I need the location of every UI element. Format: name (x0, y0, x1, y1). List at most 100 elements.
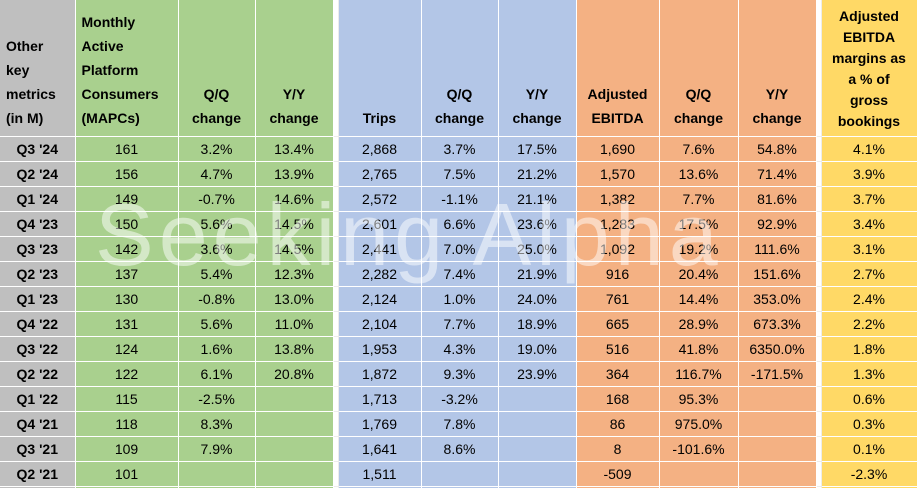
cell-mapcs: 142 (75, 236, 179, 262)
spacer-cell (333, 211, 339, 237)
cell-mapcs_qq: 6.1% (178, 361, 256, 387)
cell-trips: 2,124 (338, 286, 422, 312)
cell-ebitda_yy: 71.4% (738, 161, 817, 187)
cell-quarter: Q3 '24 (0, 136, 76, 162)
cell-quarter: Q2 '23 (0, 261, 76, 287)
cell-mapcs_yy: 13.8% (255, 336, 334, 362)
spacer-cell (333, 161, 339, 187)
cell-ebitda: 168 (576, 386, 660, 412)
cell-mapcs_yy: 14.6% (255, 186, 334, 212)
cell-margin: 4.1% (821, 136, 917, 162)
spacer-cell (816, 211, 822, 237)
cell-ebitda_yy: 92.9% (738, 211, 817, 237)
table-row: Q2 '23 137 5.4% 12.3% 2,282 7.4% 21.9% 916 20.4%… (0, 261, 917, 287)
cell-mapcs: 150 (75, 211, 179, 237)
cell-trips: 1,953 (338, 336, 422, 362)
cell-trips_yy (498, 436, 577, 462)
partial-cell (498, 486, 577, 488)
cell-trips: 2,601 (338, 211, 422, 237)
cell-mapcs: 130 (75, 286, 179, 312)
cell-mapcs: 124 (75, 336, 179, 362)
cell-trips_yy (498, 461, 577, 487)
cell-mapcs: 122 (75, 361, 179, 387)
table-row: Q4 '23 150 5.6% 14.5% 2,601 6.6% 23.6% 1,283 17.… (0, 211, 917, 237)
cell-quarter: Q1 '24 (0, 186, 76, 212)
cell-trips_qq: 7.7% (421, 311, 499, 337)
cell-trips_yy: 21.2% (498, 161, 577, 187)
cell-mapcs: 156 (75, 161, 179, 187)
cell-quarter: Q2 '24 (0, 161, 76, 187)
cell-ebitda_qq: 7.6% (659, 136, 739, 162)
spacer-cell (816, 361, 822, 387)
cell-margin: 3.9% (821, 161, 917, 187)
cell-ebitda_yy: 81.6% (738, 186, 817, 212)
cell-ebitda: 665 (576, 311, 660, 337)
partial-bottom-row (0, 486, 917, 488)
partial-cell (178, 486, 256, 488)
table-row: Q1 '24 149 -0.7% 14.6% 2,572 -1.1% 21.1% 1,382 7… (0, 186, 917, 212)
header-ebitda-yy-change: Y/Y change (738, 0, 817, 137)
cell-mapcs_yy: 14.5% (255, 211, 334, 237)
cell-margin: 2.7% (821, 261, 917, 287)
cell-ebitda_qq: 116.7% (659, 361, 739, 387)
cell-ebitda_yy: 151.6% (738, 261, 817, 287)
cell-mapcs: 131 (75, 311, 179, 337)
cell-mapcs_qq: 8.3% (178, 411, 256, 437)
cell-ebitda_qq: 28.9% (659, 311, 739, 337)
header-ebitda-margin: Adjusted EBITDA margins as a % of gross … (821, 0, 917, 137)
partial-cell (75, 486, 179, 488)
cell-trips_yy: 21.1% (498, 186, 577, 212)
table-row: Q2 '21 101 1,511 -509 -2.3% (0, 461, 917, 487)
spacer-column (816, 0, 822, 137)
cell-trips_qq (421, 461, 499, 487)
header-trips-qq-change: Q/Q change (421, 0, 499, 137)
cell-trips_yy: 23.9% (498, 361, 577, 387)
cell-mapcs_yy (255, 461, 334, 487)
header-trips: Trips (338, 0, 422, 137)
cell-ebitda_yy (738, 411, 817, 437)
partial-cell (0, 486, 76, 488)
cell-mapcs: 149 (75, 186, 179, 212)
cell-margin: 0.1% (821, 436, 917, 462)
spacer-cell (333, 486, 339, 488)
cell-trips: 1,641 (338, 436, 422, 462)
cell-trips_qq: -1.1% (421, 186, 499, 212)
cell-trips_qq: 7.8% (421, 411, 499, 437)
header-other-key-metrics: Other key metrics (in M) (0, 0, 76, 137)
cell-quarter: Q3 '22 (0, 336, 76, 362)
cell-ebitda: 86 (576, 411, 660, 437)
cell-trips: 1,872 (338, 361, 422, 387)
spacer-cell (816, 461, 822, 487)
cell-mapcs_yy: 11.0% (255, 311, 334, 337)
cell-quarter: Q2 '22 (0, 361, 76, 387)
cell-trips: 2,868 (338, 136, 422, 162)
cell-trips: 2,765 (338, 161, 422, 187)
cell-trips: 1,713 (338, 386, 422, 412)
cell-ebitda_qq: 95.3% (659, 386, 739, 412)
cell-mapcs_yy: 12.3% (255, 261, 334, 287)
cell-margin: 1.3% (821, 361, 917, 387)
spacer-cell (816, 436, 822, 462)
cell-mapcs_yy (255, 411, 334, 437)
header-mapcs: Monthly Active Platform Consumers (MAPCs… (75, 0, 179, 137)
cell-ebitda_qq: 19.2% (659, 236, 739, 262)
spacer-cell (333, 461, 339, 487)
cell-ebitda: 364 (576, 361, 660, 387)
cell-mapcs_qq: 5.6% (178, 311, 256, 337)
cell-ebitda_yy (738, 461, 817, 487)
spacer-cell (816, 136, 822, 162)
cell-trips_yy: 18.9% (498, 311, 577, 337)
cell-quarter: Q1 '22 (0, 386, 76, 412)
spacer-cell (333, 286, 339, 312)
spacer-cell (333, 136, 339, 162)
cell-mapcs_qq: 3.6% (178, 236, 256, 262)
table-row: Q4 '22 131 5.6% 11.0% 2,104 7.7% 18.9% 665 28.9%… (0, 311, 917, 337)
cell-ebitda_yy: 54.8% (738, 136, 817, 162)
cell-mapcs: 101 (75, 461, 179, 487)
spacer-cell (816, 336, 822, 362)
cell-trips_qq: -3.2% (421, 386, 499, 412)
cell-trips_qq: 4.3% (421, 336, 499, 362)
cell-margin: 1.8% (821, 336, 917, 362)
cell-ebitda: 761 (576, 286, 660, 312)
